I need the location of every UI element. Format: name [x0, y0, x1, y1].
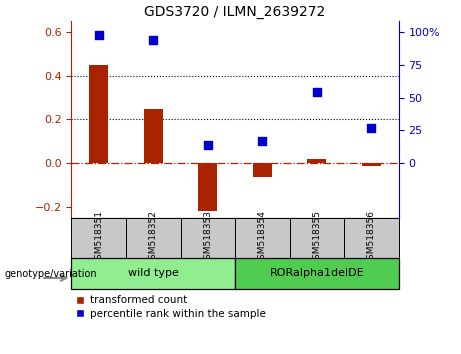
Point — [149, 37, 157, 43]
Point — [313, 90, 321, 95]
Text: GSM518356: GSM518356 — [367, 210, 376, 265]
Point — [204, 142, 212, 148]
Bar — [235, 258, 399, 289]
Text: genotype/variation: genotype/variation — [5, 269, 97, 279]
Text: RORalpha1delDE: RORalpha1delDE — [270, 268, 364, 279]
Bar — [290, 218, 344, 258]
Text: GSM518353: GSM518353 — [203, 210, 213, 265]
Point — [368, 125, 375, 131]
Bar — [235, 218, 290, 258]
Text: GSM518352: GSM518352 — [149, 210, 158, 265]
Bar — [307, 159, 326, 163]
Bar — [198, 163, 218, 211]
Bar — [89, 65, 108, 163]
Point — [95, 32, 102, 38]
Bar — [144, 109, 163, 163]
Bar — [253, 163, 272, 177]
Bar — [181, 218, 235, 258]
Text: GSM518351: GSM518351 — [94, 210, 103, 265]
Bar — [362, 163, 381, 166]
Text: wild type: wild type — [128, 268, 179, 279]
Bar — [126, 218, 181, 258]
Text: GSM518355: GSM518355 — [313, 210, 321, 265]
Title: GDS3720 / ILMN_2639272: GDS3720 / ILMN_2639272 — [144, 5, 326, 19]
Bar — [71, 258, 235, 289]
Bar — [71, 218, 126, 258]
Bar — [344, 218, 399, 258]
Point — [259, 138, 266, 144]
Text: GSM518354: GSM518354 — [258, 210, 267, 265]
Legend: transformed count, percentile rank within the sample: transformed count, percentile rank withi… — [74, 296, 266, 319]
